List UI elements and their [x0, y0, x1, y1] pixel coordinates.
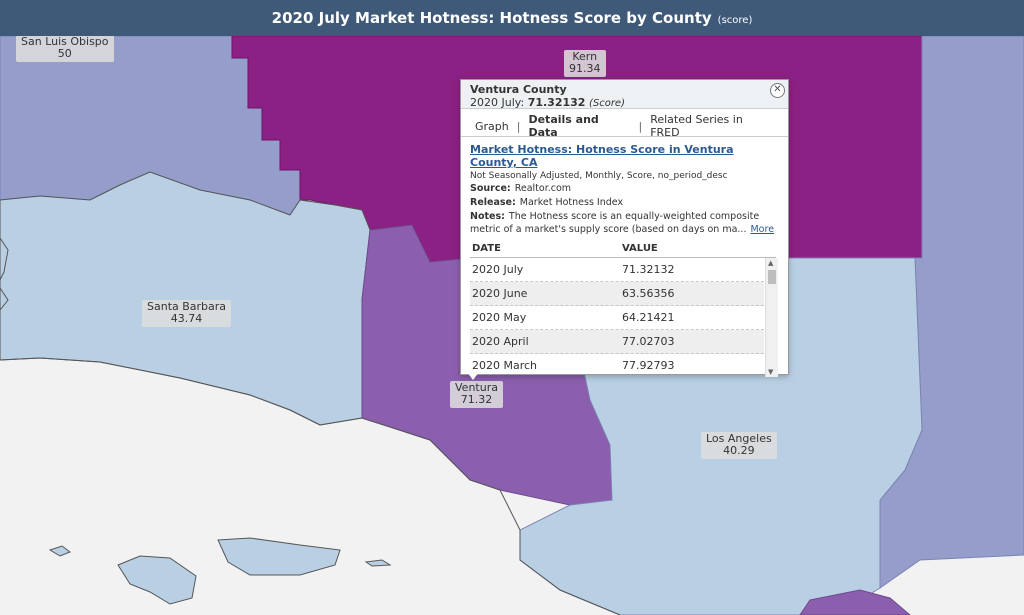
- source-value: Realtor.com: [514, 183, 572, 194]
- notes-line: Notes: The Hotness score is an equally-we…: [470, 210, 779, 236]
- notes-label: Notes:: [470, 211, 505, 222]
- scroll-thumb[interactable]: [768, 270, 776, 284]
- series-title-link[interactable]: Market Hotness: Hotness Score in Ventura…: [470, 143, 734, 169]
- row-value: 71.32132: [622, 263, 675, 276]
- tab-separator: |: [516, 119, 521, 133]
- table-row: 2020 May 64.21421: [470, 306, 764, 330]
- notes-text-1: The Hotness score is an equally-weighted…: [508, 211, 760, 222]
- series-meta: Not Seasonally Adjusted, Monthly, Score,…: [470, 171, 728, 181]
- tab-details-and-data[interactable]: Details and Data: [528, 113, 599, 139]
- popup-current-value: 2020 July: 71.32132 (Score): [470, 96, 780, 110]
- col-date: DATE: [472, 243, 501, 254]
- island-san-miguel: [48, 545, 72, 557]
- county-info-popup: Ventura County 2020 July: 71.32132 (Scor…: [460, 79, 789, 377]
- map-label-name: Los Angeles: [706, 432, 772, 445]
- table-row: 2020 June 63.56356: [470, 282, 764, 306]
- map-label-value: 91.34: [569, 62, 601, 75]
- scroll-up-icon[interactable]: ▲: [768, 259, 774, 267]
- map-label-name: Kern: [572, 50, 598, 63]
- table-row: 2020 April 77.02703: [470, 330, 764, 354]
- map-title: 2020 July Market Hotness: Hotness Score …: [271, 9, 712, 27]
- popup-date-label: 2020 July:: [470, 96, 525, 109]
- row-date: 2020 March: [472, 359, 538, 372]
- close-icon[interactable]: ✕: [770, 83, 785, 98]
- county-monterey-edge-2[interactable]: [0, 287, 9, 311]
- row-value: 63.56356: [622, 287, 675, 300]
- map-label-value: 40.29: [723, 444, 755, 457]
- table-scrollbar[interactable]: ▲ ▼: [765, 258, 778, 377]
- popup-value: 71.32132: [527, 96, 586, 109]
- row-date: 2020 June: [472, 287, 528, 300]
- row-date: 2020 May: [472, 311, 527, 324]
- notes-text-2: metric of a market's supply score (based…: [470, 224, 747, 235]
- data-table[interactable]: 2020 July 71.32132 2020 June 63.56356 20…: [470, 258, 778, 377]
- table-row: 2020 July 71.32132: [470, 258, 764, 282]
- county-monterey-edge[interactable]: [0, 237, 9, 281]
- map-title-unit: (score): [717, 14, 753, 26]
- coastline: [0, 357, 621, 615]
- map-label-value: 71.32: [460, 393, 493, 406]
- tab-related-series[interactable]: Related Series in FRED: [650, 113, 743, 139]
- release-line: Release: Market Hotness Index: [470, 196, 779, 209]
- map-label-name: San Luis Obispo: [21, 35, 109, 48]
- map-label-ventura[interactable]: Ventura 71.32: [450, 381, 503, 408]
- popup-header: Ventura County 2020 July: 71.32132 (Scor…: [461, 80, 788, 109]
- col-value: VALUE: [622, 243, 658, 254]
- row-date: 2020 July: [472, 263, 524, 276]
- map-label-value: 50: [57, 47, 72, 60]
- popup-unit: (Score): [588, 98, 625, 109]
- data-table-header: DATE VALUE: [470, 243, 776, 258]
- map-title-bar: 2020 July Market Hotness: Hotness Score …: [0, 0, 1024, 36]
- popup-pointer: [467, 372, 479, 380]
- map-label-name: Santa Barbara: [147, 300, 227, 313]
- map-label-value: 43.74: [170, 312, 203, 325]
- source-label: Source:: [470, 183, 511, 194]
- popup-tabs: Graph | Details and Data | Related Serie…: [461, 113, 788, 139]
- island-santa-rosa: [117, 555, 197, 605]
- map-label-san-luis-obispo[interactable]: San Luis Obispo 50: [16, 35, 114, 62]
- source-line: Source: Realtor.com: [470, 182, 779, 195]
- row-value: 64.21421: [622, 311, 675, 324]
- row-value: 77.92793: [622, 359, 675, 372]
- popup-county-name: Ventura County: [470, 83, 567, 96]
- tab-separator: |: [638, 119, 643, 133]
- map-label-kern[interactable]: Kern 91.34: [564, 50, 606, 77]
- row-date: 2020 April: [472, 335, 529, 348]
- more-link[interactable]: More: [750, 224, 775, 235]
- island-anacapa: [364, 559, 392, 567]
- island-santa-cruz: [217, 537, 341, 576]
- table-row: 2020 March 77.92793: [470, 354, 764, 377]
- popup-body: Market Hotness: Hotness Score in Ventura…: [461, 137, 788, 377]
- map-label-name: Ventura: [455, 381, 498, 394]
- row-value: 77.02703: [622, 335, 675, 348]
- release-value: Market Hotness Index: [519, 197, 624, 208]
- tab-graph[interactable]: Graph: [475, 119, 509, 133]
- map-label-santa-barbara[interactable]: Santa Barbara 43.74: [142, 300, 232, 327]
- county-orange[interactable]: [799, 589, 911, 615]
- scroll-down-icon[interactable]: ▼: [768, 368, 774, 376]
- release-label: Release:: [470, 197, 516, 208]
- map-label-los-angeles[interactable]: Los Angeles 40.29: [701, 432, 777, 459]
